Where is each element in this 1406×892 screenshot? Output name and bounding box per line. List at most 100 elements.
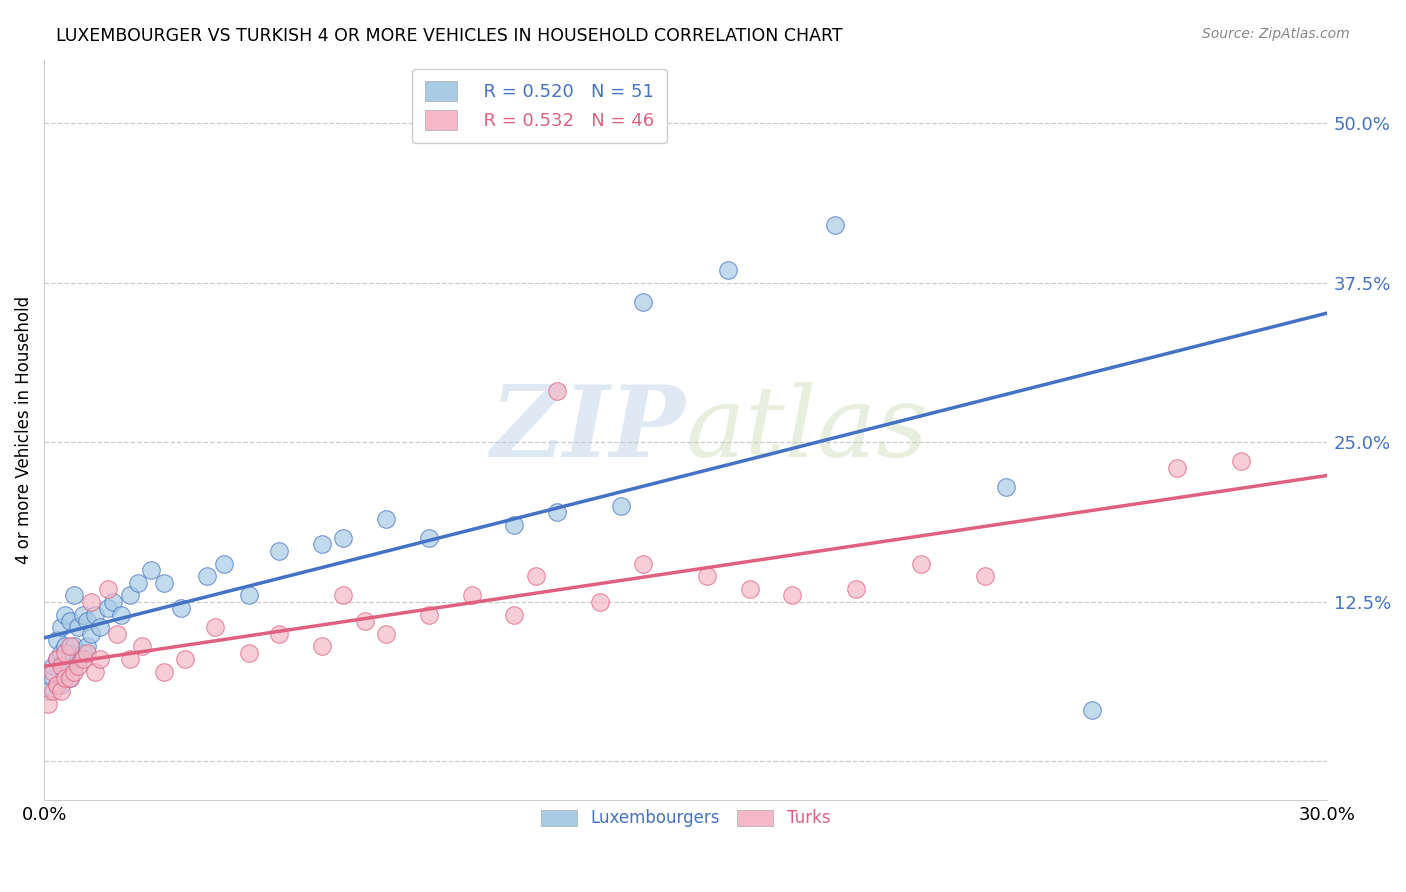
Point [45,633,67,648]
Point [127,575,149,590]
Point [174,652,197,666]
Point [110,607,132,622]
Point [72,646,94,660]
Point [503,607,526,622]
Text: LUXEMBOURGER VS TURKISH 4 OR MORE VEHICLES IN HOUSEHOLD CORRELATION CHART: LUXEMBOURGER VS TURKISH 4 OR MORE VEHICL… [56,27,842,45]
Point [45,652,67,666]
Point [738,582,761,596]
Point [59,640,82,654]
Point [59,671,82,685]
Point [67,620,90,634]
Point [238,588,260,602]
Point [97,601,120,615]
Point [59,646,82,660]
Point [51,646,73,660]
Point [153,575,176,590]
Point [45,678,67,692]
Point [101,595,124,609]
Point [55,646,77,660]
Point [212,557,235,571]
Point [524,569,547,583]
Point [55,671,77,685]
Point [910,557,932,571]
Point [332,588,354,602]
Legend: Luxembourgers, Turks: Luxembourgers, Turks [531,801,838,836]
Point [995,480,1018,494]
Point [204,620,226,634]
Point [41,671,63,685]
Point [37,684,59,698]
Y-axis label: 4 or more Vehicles in Household: 4 or more Vehicles in Household [15,295,32,564]
Point [51,658,73,673]
Text: ZIP: ZIP [491,381,685,478]
Point [76,646,98,660]
Point [153,665,176,679]
Point [59,614,82,628]
Point [67,652,90,666]
Point [105,626,128,640]
Point [269,543,291,558]
Point [195,569,218,583]
Point [375,512,398,526]
Point [89,620,111,634]
Point [67,658,90,673]
Point [589,595,612,609]
Point [1230,454,1253,468]
Point [55,665,77,679]
Point [269,626,291,640]
Point [780,588,803,602]
Point [51,620,73,634]
Point [55,607,77,622]
Point [41,665,63,679]
Point [717,263,740,277]
Point [170,601,193,615]
Point [41,658,63,673]
Point [546,384,568,399]
Point [80,626,103,640]
Point [84,665,107,679]
Point [311,640,333,654]
Point [311,537,333,551]
Point [610,499,633,513]
Point [973,569,995,583]
Point [72,607,94,622]
Text: atlas: atlas [685,382,928,477]
Point [696,569,718,583]
Point [418,607,440,622]
Point [631,557,654,571]
Point [824,219,846,233]
Point [118,652,141,666]
Text: Source: ZipAtlas.com: Source: ZipAtlas.com [1202,27,1350,41]
Point [97,582,120,596]
Point [353,614,375,628]
Point [55,640,77,654]
Point [546,506,568,520]
Point [51,678,73,692]
Point [80,595,103,609]
Point [845,582,868,596]
Point [41,684,63,698]
Point [460,588,482,602]
Point [118,588,141,602]
Point [375,626,398,640]
Point [63,588,86,602]
Point [84,607,107,622]
Point [238,646,260,660]
Point [63,665,86,679]
Point [131,640,153,654]
Point [59,671,82,685]
Point [89,652,111,666]
Point [1080,703,1102,717]
Point [332,531,354,545]
Point [51,684,73,698]
Point [45,678,67,692]
Point [45,652,67,666]
Point [76,640,98,654]
Point [631,295,654,310]
Point [37,697,59,711]
Point [1166,460,1188,475]
Point [139,563,162,577]
Point [72,652,94,666]
Point [63,640,86,654]
Point [418,531,440,545]
